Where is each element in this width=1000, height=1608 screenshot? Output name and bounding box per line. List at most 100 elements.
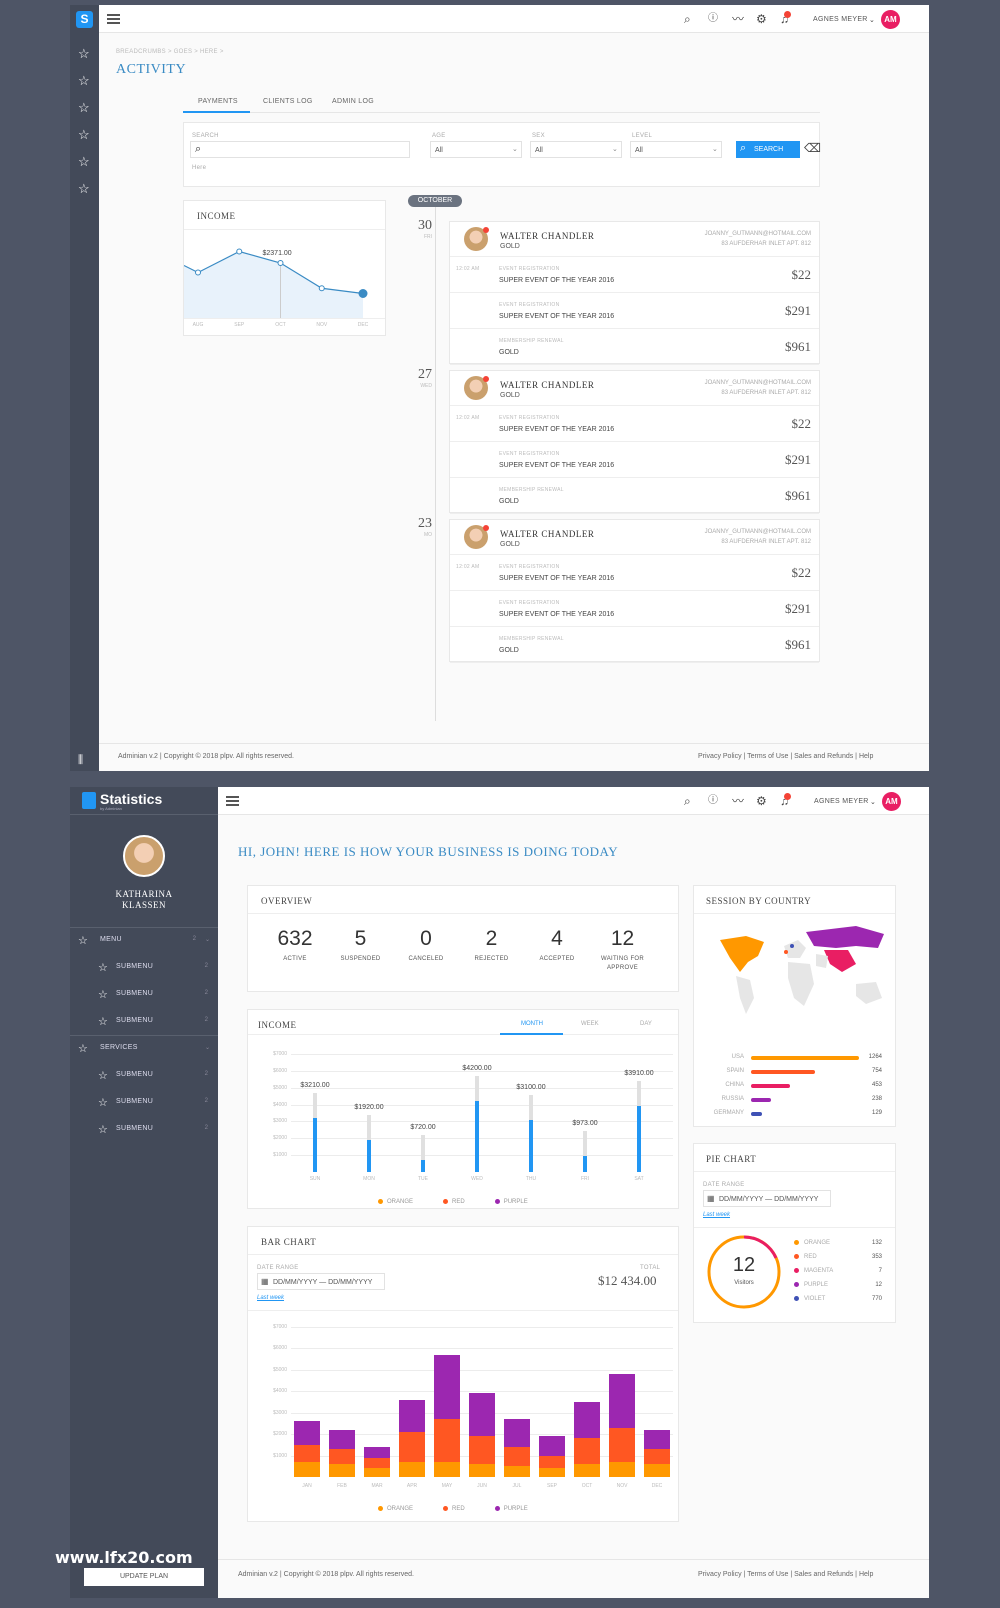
app-logo-icon[interactable] <box>82 792 96 809</box>
stacked-bar-segment[interactable] <box>469 1464 495 1477</box>
chevron-down-icon[interactable]: ⌄ <box>870 799 876 806</box>
income-point[interactable] <box>277 260 284 267</box>
income-bar[interactable] <box>637 1106 641 1172</box>
payment-row[interactable]: 12:02 AM EVENT REGISTRATION SUPER EVENT OF… <box>450 555 819 591</box>
profile-avatar[interactable] <box>123 835 165 877</box>
activity-icon[interactable]: 〰 <box>732 12 745 26</box>
stacked-bar-segment[interactable] <box>609 1462 635 1477</box>
gear-icon[interactable]: ⚙ <box>756 794 767 808</box>
income-bar[interactable] <box>583 1155 587 1172</box>
stacked-bar-segment[interactable] <box>469 1393 495 1437</box>
income-bar[interactable] <box>421 1159 425 1172</box>
user-name[interactable]: AGNES MEYER <box>813 16 868 23</box>
stacked-bar-segment[interactable] <box>294 1421 320 1445</box>
client-row[interactable]: WALTER CHANDLER GOLD JOANNY_GUTMANN@HOTMAI… <box>450 222 819 257</box>
last-week-link[interactable]: Last week <box>703 1212 731 1218</box>
stacked-bar-segment[interactable] <box>294 1462 320 1477</box>
bell-icon[interactable]: ♫ <box>780 12 789 26</box>
stacked-bar-segment[interactable] <box>574 1464 600 1477</box>
bell-icon[interactable]: ♫ <box>780 794 789 808</box>
stacked-bar-segment[interactable] <box>574 1402 600 1439</box>
update-plan-button[interactable]: UPDATE PLAN <box>84 1568 204 1586</box>
client-row[interactable]: WALTER CHANDLER GOLD JOANNY_GUTMANN@HOTMAI… <box>450 520 819 555</box>
user-avatar[interactable]: AM <box>881 10 900 29</box>
sidebar-subitem[interactable]: ☆ SUBMENU 2 <box>70 1089 218 1116</box>
search-icon[interactable]: ⌕ <box>684 12 691 26</box>
date-range-input[interactable]: ▦ DD/MM/YYYY — DD/MM/YYYY <box>703 1190 831 1207</box>
stacked-bar-segment[interactable] <box>294 1444 320 1462</box>
sidebar-subitem[interactable]: ☆ SUBMENU 2 <box>70 1116 218 1143</box>
sidebar-subitem[interactable]: ☆ SUBMENU 2 <box>70 1008 218 1035</box>
sidebar-subitem[interactable]: ☆ SUBMENU 2 <box>70 954 218 981</box>
payment-row[interactable]: MEMBERSHIP RENEWAL GOLD $961 <box>450 627 819 663</box>
stacked-bar-segment[interactable] <box>644 1449 670 1465</box>
stacked-bar-segment[interactable] <box>644 1464 670 1477</box>
payment-row[interactable]: 12:02 AM EVENT REGISTRATION SUPER EVENT OF… <box>450 406 819 442</box>
level-select[interactable]: All <box>630 141 722 158</box>
sidebar-item-menu[interactable]: ☆ MENU 2 ⌄ <box>70 927 218 954</box>
help-icon[interactable]: ⓘ <box>708 795 718 806</box>
income-bar[interactable] <box>367 1139 371 1172</box>
search-icon[interactable]: ⌕ <box>684 794 691 808</box>
stacked-bar-segment[interactable] <box>574 1438 600 1465</box>
payment-row[interactable]: MEMBERSHIP RENEWAL GOLD $961 <box>450 329 819 365</box>
client-row[interactable]: WALTER CHANDLER GOLD JOANNY_GUTMANN@HOTMAI… <box>450 371 819 406</box>
star-icon[interactable]: ☆ <box>78 154 90 169</box>
star-icon[interactable]: ☆ <box>78 100 90 115</box>
stacked-bar-segment[interactable] <box>399 1462 425 1477</box>
stacked-bar-segment[interactable] <box>609 1427 635 1462</box>
income-point[interactable] <box>318 285 325 292</box>
tab-month[interactable]: MONTH <box>521 1021 543 1027</box>
stacked-bar-segment[interactable] <box>329 1464 355 1477</box>
sex-select[interactable]: All <box>530 141 622 158</box>
stacked-bar-segment[interactable] <box>434 1462 460 1477</box>
stacked-bar-segment[interactable] <box>539 1436 565 1456</box>
stacked-bar-segment[interactable] <box>539 1468 565 1477</box>
activity-icon[interactable]: 〰 <box>732 794 745 808</box>
last-week-link[interactable]: Last week <box>257 1295 285 1301</box>
stacked-bar-segment[interactable] <box>329 1429 355 1450</box>
tab-admin-log[interactable]: ADMIN LOG <box>332 98 374 105</box>
hamburger-icon[interactable] <box>107 14 120 16</box>
stacked-bar-segment[interactable] <box>504 1419 530 1447</box>
star-icon[interactable]: ☆ <box>78 73 90 88</box>
sidebar-item-services[interactable]: ☆ SERVICES ⌄ <box>70 1035 218 1062</box>
sidebar-subitem[interactable]: ☆ SUBMENU 2 <box>70 981 218 1008</box>
income-point[interactable] <box>358 289 368 298</box>
tab-day[interactable]: DAY <box>640 1021 652 1027</box>
chevron-down-icon[interactable]: ⌄ <box>869 17 875 24</box>
income-point[interactable] <box>236 248 243 255</box>
stacked-bar-segment[interactable] <box>399 1432 425 1462</box>
star-icon[interactable]: ☆ <box>78 181 90 196</box>
help-icon[interactable]: ⓘ <box>708 13 718 24</box>
income-bar[interactable] <box>529 1119 533 1172</box>
income-point[interactable] <box>195 269 201 276</box>
tab-payments[interactable]: PAYMENTS <box>198 98 238 105</box>
stacked-bar-segment[interactable] <box>399 1399 425 1432</box>
stacked-bar-segment[interactable] <box>364 1468 390 1477</box>
age-select[interactable]: All <box>430 141 522 158</box>
footer-links[interactable]: Privacy Policy | Terms of Use | Sales an… <box>698 753 874 760</box>
sliders-icon[interactable]: ⫼ <box>78 754 84 766</box>
payment-row[interactable]: EVENT REGISTRATION SUPER EVENT OF THE YEA… <box>450 293 819 329</box>
tab-week[interactable]: WEEK <box>581 1021 599 1027</box>
star-icon[interactable]: ☆ <box>78 46 90 61</box>
payment-row[interactable]: EVENT REGISTRATION SUPER EVENT OF THE YEA… <box>450 442 819 478</box>
tab-clients-log[interactable]: CLIENTS LOG <box>263 98 313 105</box>
stacked-bar-segment[interactable] <box>434 1419 460 1462</box>
search-input[interactable]: ⌕ <box>190 141 410 158</box>
app-logo-icon[interactable]: S <box>76 11 93 28</box>
stacked-bar-segment[interactable] <box>434 1354 460 1420</box>
search-button[interactable]: ⌕ SEARCH <box>736 141 800 158</box>
user-name[interactable]: AGNES MEYER <box>814 798 869 805</box>
stacked-bar-segment[interactable] <box>504 1466 530 1477</box>
user-avatar[interactable]: AM <box>882 792 901 811</box>
star-icon[interactable]: ☆ <box>78 127 90 142</box>
stacked-bar-segment[interactable] <box>539 1455 565 1469</box>
eraser-icon[interactable]: ⌫ <box>804 141 821 155</box>
footer-links[interactable]: Privacy Policy | Terms of Use | Sales an… <box>698 1571 874 1578</box>
stacked-bar-segment[interactable] <box>469 1436 495 1465</box>
stacked-bar-segment[interactable] <box>329 1449 355 1465</box>
payment-row[interactable]: EVENT REGISTRATION SUPER EVENT OF THE YEA… <box>450 591 819 627</box>
stacked-bar-segment[interactable] <box>609 1374 635 1428</box>
